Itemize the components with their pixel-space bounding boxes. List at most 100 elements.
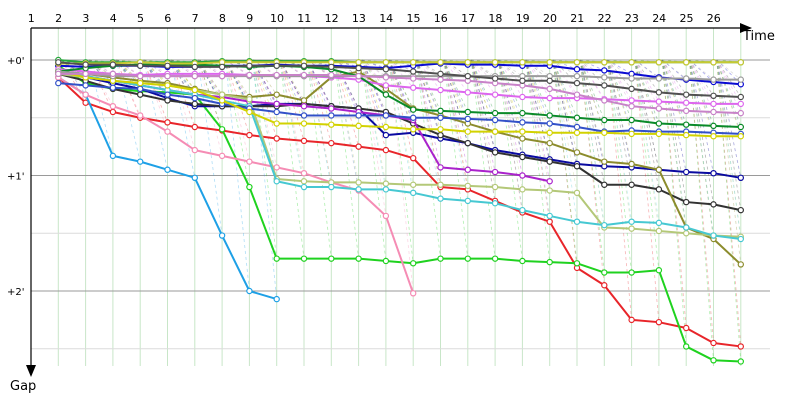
lap-guide-line [498, 59, 523, 190]
data-point [601, 82, 608, 89]
data-point [546, 218, 553, 225]
data-point [464, 255, 471, 262]
lap-guide-line [307, 59, 332, 70]
data-point [491, 200, 499, 207]
data-point [491, 149, 499, 156]
x-axis-arrow-icon [740, 23, 752, 33]
data-point [737, 261, 745, 268]
lap-guide-line [388, 59, 414, 264]
lap-guide-line [525, 59, 551, 191]
data-point [737, 100, 745, 108]
lap-guide-line [279, 59, 305, 76]
lap-labels: 1 2 3 4 5 6 7 8 9 10 11 12 13 14 15 16 17 18 19 20 21 22 23 24 2… [28, 12, 721, 25]
data-point [82, 61, 89, 68]
data-point [55, 79, 62, 87]
lap-guide-line [143, 59, 168, 170]
data-point [710, 76, 717, 83]
data-point [382, 212, 390, 220]
data-point [683, 198, 690, 206]
series [55, 68, 745, 140]
lap-guide-line [306, 59, 332, 144]
lap-guide-line [525, 59, 551, 216]
gap-labels: +0' +1' +2' [7, 56, 25, 298]
data-point [655, 267, 663, 274]
data-point [628, 85, 635, 93]
data-point [519, 77, 526, 84]
lap-guide-line [579, 59, 605, 133]
data-point [328, 121, 335, 128]
data-point [246, 71, 253, 79]
data-point [410, 75, 417, 82]
data-point [546, 85, 553, 93]
data-point [382, 257, 390, 265]
lap-tick-label: 4 [110, 12, 117, 25]
lap-guide-line [334, 59, 359, 116]
data-point [109, 152, 117, 160]
data-point [355, 122, 362, 130]
data-point [355, 255, 362, 262]
data-point [628, 316, 635, 324]
y-axis-title: Gap [10, 379, 36, 394]
data-point [273, 71, 280, 79]
data-point [491, 168, 499, 176]
data-point [737, 123, 745, 131]
data-point [491, 128, 499, 135]
lap-guide-line [634, 59, 660, 132]
lap-guide-line [115, 59, 141, 77]
series [55, 79, 745, 138]
lap-guide-line [443, 59, 469, 170]
data-point [546, 158, 553, 165]
data-point [464, 89, 471, 96]
lap-guide-line [252, 59, 277, 76]
data-point [273, 62, 280, 69]
data-point [273, 178, 280, 185]
lap-guide-line [498, 59, 523, 77]
data-point [410, 84, 417, 91]
data-point [573, 91, 581, 98]
data-point [382, 146, 390, 154]
data-point [573, 72, 581, 80]
data-point [573, 123, 581, 131]
data-point [546, 139, 553, 147]
gap-tick-label: +0' [7, 56, 25, 67]
lap-guide-line [279, 59, 305, 259]
lap-guide-line [716, 59, 742, 80]
lap-guide-line [225, 59, 250, 136]
data-point [355, 143, 362, 150]
data-point [300, 71, 308, 79]
data-point [683, 59, 690, 66]
data-point [464, 166, 471, 173]
data-point [136, 112, 144, 119]
lap-guide-line [197, 59, 223, 130]
lap-guide-line [689, 59, 714, 236]
lap-guide-line [470, 59, 496, 121]
lap-guide-line [716, 59, 742, 128]
lap-guide-line [580, 59, 605, 86]
series [55, 59, 745, 101]
data-point [491, 116, 499, 124]
data-point [437, 131, 444, 139]
data-point [573, 114, 581, 121]
data-point [655, 130, 663, 138]
data-point [136, 72, 144, 80]
data-point [683, 91, 690, 98]
lap-guide-line [225, 59, 250, 77]
lap-guide-line [661, 59, 687, 132]
data-point [164, 72, 171, 80]
data-point [246, 158, 253, 165]
y-axis-arrow-icon [26, 365, 36, 377]
lap-guide-line [716, 59, 742, 178]
data-point [601, 269, 608, 276]
data-point [136, 79, 144, 87]
data-point [218, 72, 226, 80]
lap-guide-line [306, 59, 332, 183]
data-point [546, 187, 553, 194]
data-point [519, 186, 526, 193]
lap-guide-line [306, 59, 332, 259]
lap-guide-line [197, 59, 223, 156]
lap-guide-line [634, 59, 660, 190]
lap-guide-line [361, 59, 387, 95]
series-line [58, 68, 741, 105]
lap-guide-line [252, 59, 278, 182]
data-point [437, 181, 444, 188]
